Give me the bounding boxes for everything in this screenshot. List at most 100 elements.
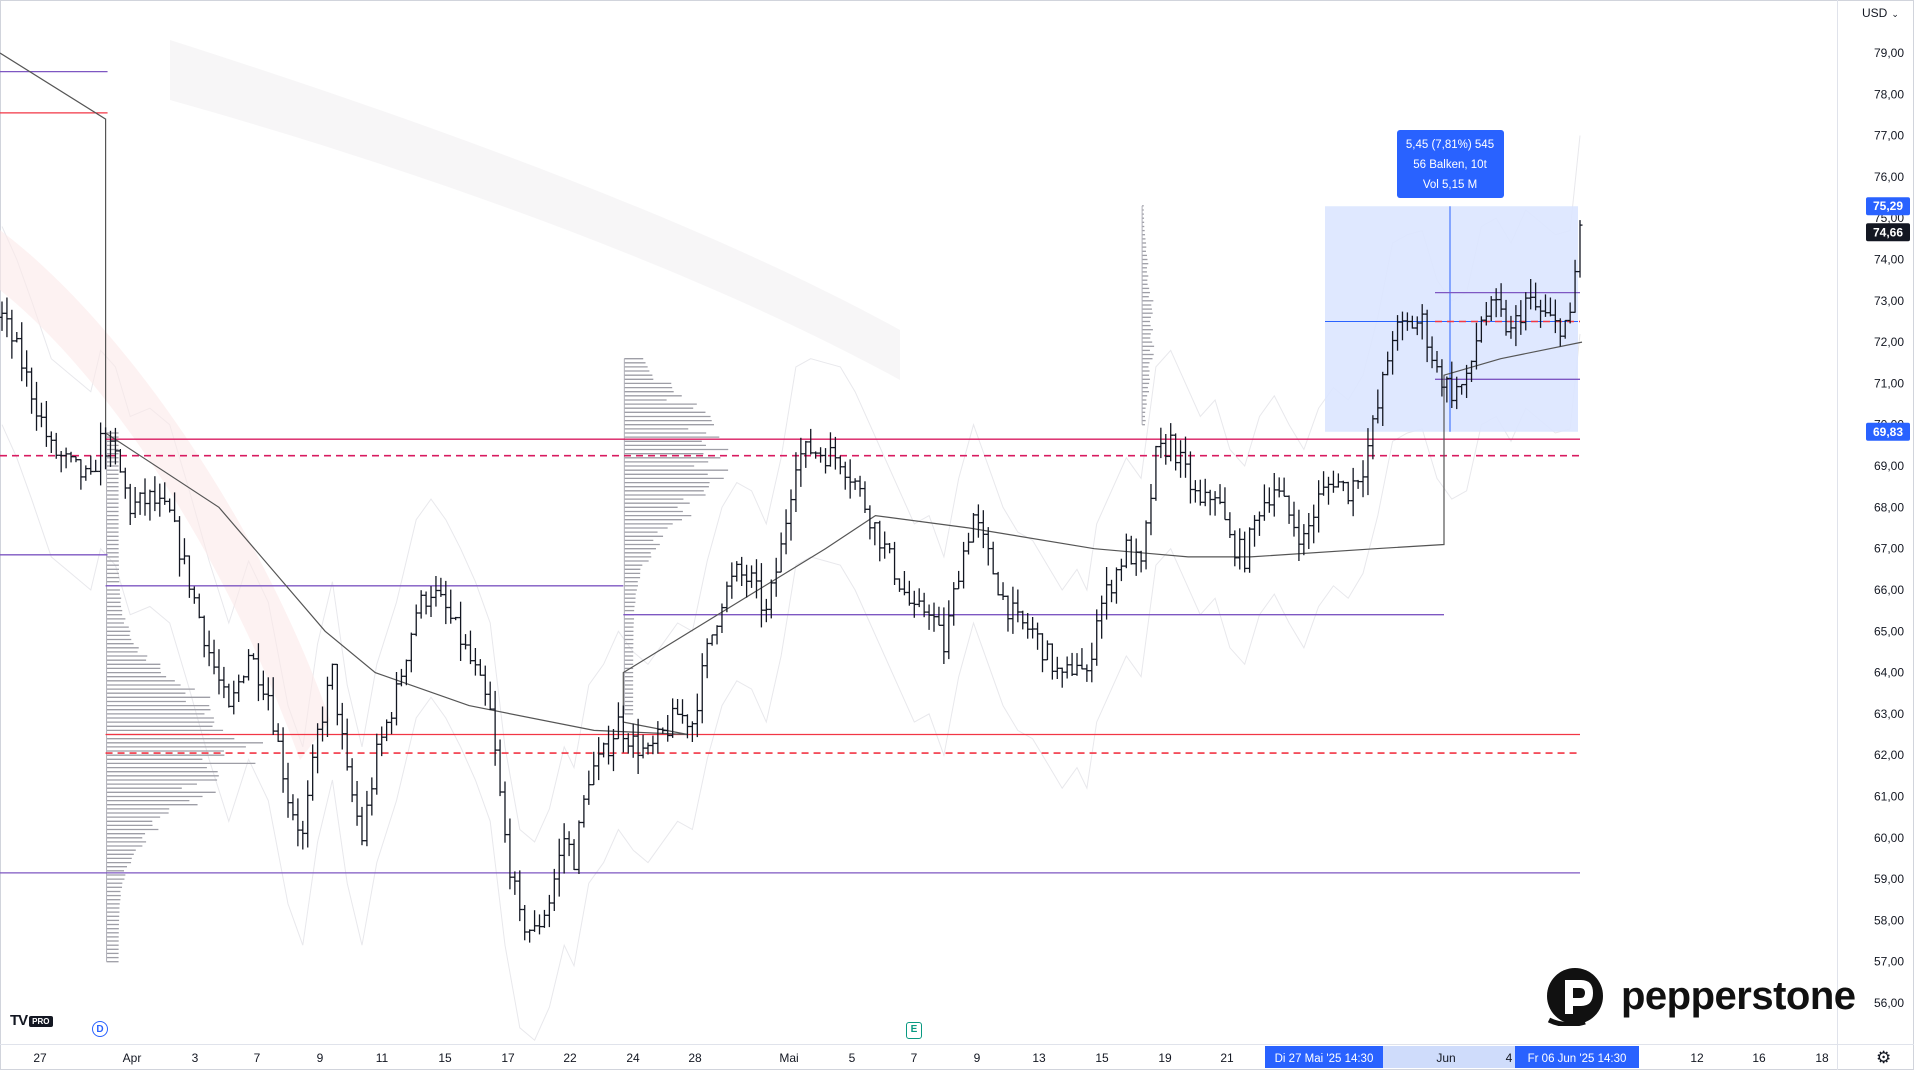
time-tick-label: 9	[974, 1051, 981, 1065]
time-tick-label: Apr	[123, 1051, 142, 1065]
ohlc-bar	[734, 561, 740, 582]
ohlc-bar	[650, 735, 656, 755]
ohlc-bar	[694, 693, 700, 738]
price-tick-label: 71,00	[1874, 376, 1904, 390]
price-tick-label: 79,00	[1874, 46, 1904, 60]
ohlc-bar	[112, 427, 118, 465]
ohlc-bar	[48, 431, 54, 453]
ohlc-bar	[122, 467, 128, 499]
ohlc-bar	[1311, 504, 1317, 544]
ohlc-bar	[423, 591, 429, 615]
ohlc-bar	[551, 868, 557, 911]
ohlc-bar	[1276, 477, 1282, 498]
ohlc-bar	[1123, 533, 1129, 569]
settings-gear-icon[interactable]: ⚙	[1876, 1048, 1892, 1067]
ohlc-bar	[1049, 643, 1055, 680]
ohlc-bar	[724, 581, 730, 613]
ohlc-bar	[813, 451, 819, 459]
ohlc-bar	[492, 690, 498, 766]
ohlc-bar	[487, 681, 493, 710]
ohlc-bar	[1035, 622, 1041, 650]
ohlc-bar	[24, 350, 30, 387]
dividend-badge[interactable]: D	[92, 1021, 108, 1037]
ohlc-bar	[1424, 309, 1430, 363]
ohlc-bar	[236, 674, 242, 702]
ohlc-bar	[226, 683, 232, 708]
ohlc-bar	[98, 422, 104, 486]
ohlc-bar	[324, 676, 330, 737]
ohlc-bar	[862, 481, 868, 513]
ohlc-bar	[196, 593, 202, 619]
ohlc-bar	[832, 436, 838, 470]
time-axis: 27 Apr 3 7 9 11 15 17 22 24 28 Mai 5 7 9 13 15 19 21 Jun 4 12…	[33, 1046, 1829, 1068]
ohlc-bar	[1187, 451, 1193, 504]
ohlc-bar	[1316, 480, 1322, 533]
ohlc-bar	[315, 723, 321, 774]
ohlc-bar	[941, 607, 947, 664]
tradingview-logo[interactable]: TV PRO	[10, 1012, 53, 1029]
ohlc-bar	[665, 715, 671, 742]
ohlc-bar	[408, 632, 414, 673]
ohlc-bar	[78, 459, 84, 490]
decline-shade	[0, 230, 330, 760]
ohlc-bar	[901, 571, 907, 596]
time-tick-label: 21	[1220, 1051, 1234, 1065]
ohlc-bar	[606, 725, 612, 765]
ohlc-bar	[689, 721, 695, 742]
ohlc-bar	[467, 630, 473, 665]
ohlc-bar	[911, 590, 917, 618]
ohlc-bar	[684, 714, 690, 739]
ohlc-bar	[231, 680, 237, 715]
ohlc-bar	[1326, 476, 1332, 505]
ohlc-bar	[1232, 530, 1238, 567]
time-tick-label: 7	[254, 1051, 261, 1065]
ohlc-bar	[280, 727, 286, 793]
price-tick-label: 66,00	[1874, 583, 1904, 597]
vwap-line	[0, 52, 1583, 736]
price-axis: 79,0078,0077,0076,0075,0074,0073,0072,00…	[1874, 46, 1904, 1010]
ohlc-bar	[147, 489, 153, 521]
ohlc-bar	[709, 634, 715, 646]
ohlc-bar	[1202, 478, 1208, 507]
ohlc-bar	[1469, 360, 1475, 382]
ohlc-bar	[1577, 220, 1583, 278]
ohlc-bar	[221, 666, 227, 699]
ohlc-bar	[680, 699, 686, 724]
ohlc-bar	[882, 531, 888, 559]
ohlc-bar	[34, 381, 40, 431]
ohlc-bar	[1183, 436, 1188, 478]
last-price-label-text: 74,66	[1873, 225, 1903, 239]
ohlc-bar	[369, 777, 375, 816]
ohlc-bar	[892, 541, 898, 585]
ohlc-bar	[73, 456, 79, 463]
ohlc-bar	[1128, 535, 1134, 565]
ohlc-bar	[443, 580, 449, 625]
ohlc-bar	[749, 565, 755, 588]
ohlc-bar	[936, 606, 942, 626]
measure-low-label-text: 69,83	[1873, 425, 1903, 439]
ohlc-bar	[152, 476, 158, 512]
price-tick-label: 72,00	[1874, 335, 1904, 349]
time-tick-label: 9	[317, 1051, 324, 1065]
ohlc-bar	[477, 659, 483, 676]
ohlc-bar	[1266, 487, 1272, 513]
ohlc-bar	[1414, 316, 1420, 336]
time-tick-label: 7	[911, 1051, 918, 1065]
date-marker-text: Fr 06 Jun '25 14:30	[1528, 1053, 1627, 1065]
ohlc-bar	[1306, 513, 1312, 549]
ohlc-bar	[699, 653, 705, 724]
earnings-badge[interactable]: E	[906, 1022, 922, 1039]
currency-selector[interactable]: USD ⌄	[1862, 6, 1899, 20]
ohlc-bar	[9, 309, 15, 359]
ohlc-bar	[53, 432, 59, 459]
time-tick-label: 17	[501, 1051, 515, 1065]
ohlc-bar	[1419, 304, 1425, 340]
horizontal-levels	[0, 70, 1580, 874]
price-tick-label: 64,00	[1874, 666, 1904, 680]
price-scale-border	[1837, 0, 1838, 1070]
ohlc-bar	[364, 790, 370, 847]
last-price-label	[1866, 223, 1910, 242]
ohlc-bar	[758, 563, 764, 628]
ohlc-bar	[93, 459, 99, 473]
